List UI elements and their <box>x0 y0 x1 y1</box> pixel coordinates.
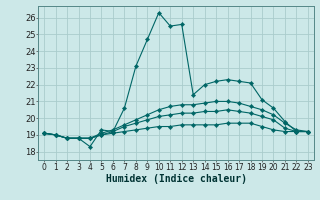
X-axis label: Humidex (Indice chaleur): Humidex (Indice chaleur) <box>106 174 246 184</box>
